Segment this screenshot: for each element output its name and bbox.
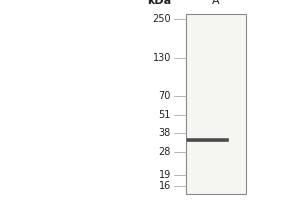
- Text: 250: 250: [152, 14, 171, 24]
- Text: 130: 130: [153, 53, 171, 63]
- Text: 28: 28: [159, 147, 171, 157]
- FancyBboxPatch shape: [187, 138, 229, 142]
- Text: 19: 19: [159, 170, 171, 180]
- Text: 51: 51: [159, 110, 171, 120]
- Text: 70: 70: [159, 91, 171, 101]
- Text: A: A: [212, 0, 220, 6]
- FancyBboxPatch shape: [186, 14, 246, 194]
- Text: kDa: kDa: [147, 0, 171, 6]
- Text: 16: 16: [159, 181, 171, 191]
- Text: 38: 38: [159, 128, 171, 138]
